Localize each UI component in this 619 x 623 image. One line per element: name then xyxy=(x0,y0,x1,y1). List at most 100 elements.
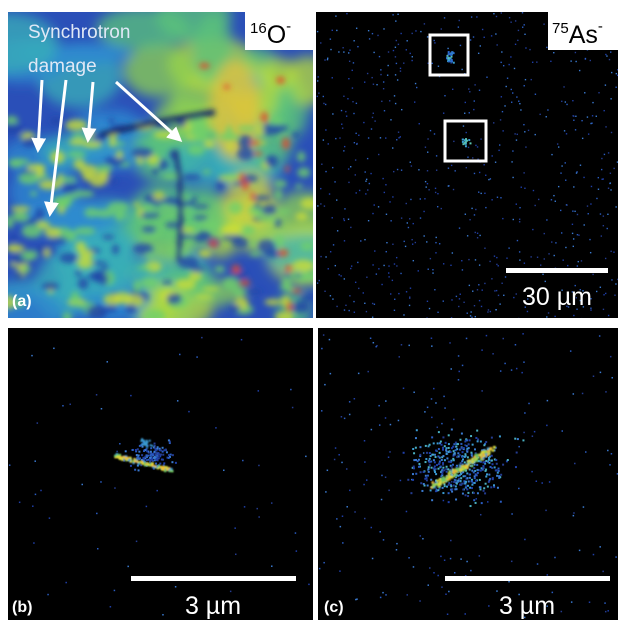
texture xyxy=(108,118,114,124)
texture xyxy=(349,414,351,416)
texture xyxy=(464,444,466,446)
texture xyxy=(136,541,138,543)
texture xyxy=(344,278,345,279)
texture xyxy=(485,460,487,462)
texture xyxy=(140,212,159,218)
texture xyxy=(491,155,492,156)
texture xyxy=(485,469,487,471)
texture xyxy=(320,188,321,189)
texture xyxy=(241,339,243,341)
texture xyxy=(502,338,504,340)
texture xyxy=(187,144,204,155)
texture xyxy=(466,167,467,168)
texture xyxy=(438,431,440,433)
texture xyxy=(108,202,129,214)
texture xyxy=(335,447,337,449)
texture xyxy=(535,134,536,135)
texture xyxy=(516,203,517,204)
texture xyxy=(400,136,401,137)
texture xyxy=(577,234,578,235)
texture xyxy=(396,265,397,266)
texture xyxy=(482,289,483,290)
texture xyxy=(101,266,109,271)
texture xyxy=(388,276,389,277)
texture xyxy=(432,454,434,456)
texture xyxy=(153,457,155,459)
texture xyxy=(437,427,439,429)
texture xyxy=(397,14,398,15)
texture xyxy=(604,154,605,155)
texture xyxy=(560,172,561,173)
texture xyxy=(496,264,497,265)
texture xyxy=(498,265,499,266)
texture xyxy=(393,171,394,172)
texture xyxy=(479,90,480,91)
texture xyxy=(452,458,454,460)
texture xyxy=(530,256,531,257)
texture xyxy=(372,558,374,560)
texture xyxy=(420,535,422,537)
texture xyxy=(349,490,351,492)
texture xyxy=(442,447,444,449)
texture xyxy=(9,464,11,466)
texture xyxy=(163,466,166,469)
texture xyxy=(431,499,433,501)
texture xyxy=(430,130,431,131)
texture xyxy=(445,447,447,449)
texture xyxy=(172,454,174,456)
texture xyxy=(454,572,456,574)
texture xyxy=(610,189,611,190)
texture xyxy=(477,146,478,147)
texture xyxy=(469,469,471,471)
texture xyxy=(518,30,519,31)
texture xyxy=(502,130,503,131)
texture xyxy=(546,219,547,220)
texture xyxy=(562,259,563,260)
texture xyxy=(467,485,469,487)
texture xyxy=(318,76,319,77)
texture xyxy=(427,484,429,486)
texture xyxy=(412,479,414,481)
texture xyxy=(462,365,464,367)
texture xyxy=(330,251,331,252)
texture xyxy=(375,346,377,348)
texture xyxy=(415,447,417,449)
texture xyxy=(441,473,443,475)
texture xyxy=(512,150,513,151)
texture xyxy=(159,449,161,451)
texture xyxy=(296,212,308,220)
scale-bar-label: 3 µm xyxy=(499,592,555,620)
texture xyxy=(617,161,618,162)
texture xyxy=(388,51,389,52)
texture xyxy=(480,193,481,194)
texture xyxy=(354,398,356,400)
texture xyxy=(464,113,465,114)
texture xyxy=(381,284,382,285)
texture xyxy=(253,195,271,201)
panel-label: (a) xyxy=(12,293,32,310)
texture xyxy=(100,274,109,285)
texture xyxy=(495,459,497,461)
texture xyxy=(615,206,616,207)
texture xyxy=(136,457,138,459)
texture xyxy=(332,113,333,114)
texture xyxy=(406,511,408,513)
texture xyxy=(388,456,390,458)
texture xyxy=(158,453,160,455)
texture xyxy=(389,451,391,453)
texture xyxy=(441,459,443,461)
texture xyxy=(613,252,614,253)
texture xyxy=(131,148,153,158)
texture xyxy=(476,430,478,432)
texture xyxy=(459,464,462,467)
texture xyxy=(492,449,495,452)
texture xyxy=(295,532,297,534)
texture xyxy=(553,195,554,196)
texture xyxy=(465,145,467,147)
texture xyxy=(480,138,481,139)
texture xyxy=(374,304,375,305)
texture xyxy=(522,439,524,441)
texture xyxy=(431,417,433,419)
texture xyxy=(379,424,381,426)
texture xyxy=(463,302,464,303)
